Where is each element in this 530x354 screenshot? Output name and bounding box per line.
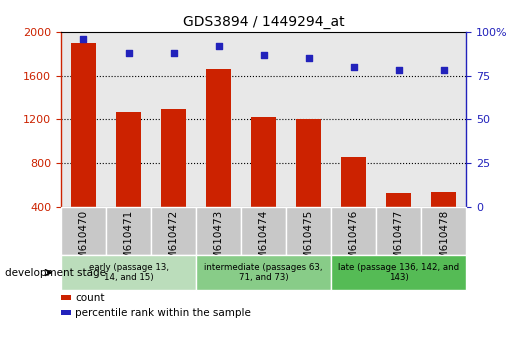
Text: count: count	[75, 293, 104, 303]
Point	[124, 50, 132, 56]
FancyBboxPatch shape	[106, 207, 151, 255]
Text: GSM610474: GSM610474	[259, 210, 269, 273]
Text: percentile rank within the sample: percentile rank within the sample	[75, 308, 251, 318]
FancyBboxPatch shape	[151, 207, 196, 255]
Point	[80, 36, 88, 42]
FancyBboxPatch shape	[61, 255, 196, 290]
Point	[440, 68, 448, 73]
Bar	[431, 192, 456, 207]
Text: GSM610476: GSM610476	[349, 210, 359, 273]
FancyBboxPatch shape	[376, 207, 421, 255]
Point	[259, 52, 268, 57]
Bar	[116, 112, 141, 207]
Bar	[386, 193, 411, 207]
Text: GSM610471: GSM610471	[123, 210, 134, 273]
Text: GSM610472: GSM610472	[169, 210, 179, 273]
Point	[304, 55, 313, 61]
FancyBboxPatch shape	[61, 207, 106, 255]
Bar	[161, 109, 186, 207]
Text: late (passage 136, 142, and
143): late (passage 136, 142, and 143)	[338, 263, 460, 282]
Bar	[61, 310, 71, 315]
FancyBboxPatch shape	[331, 255, 466, 290]
Text: GSM610470: GSM610470	[78, 210, 89, 273]
Text: GSM610475: GSM610475	[304, 210, 314, 273]
Title: GDS3894 / 1449294_at: GDS3894 / 1449294_at	[183, 16, 344, 29]
Bar	[296, 120, 321, 207]
Point	[169, 50, 178, 56]
Text: intermediate (passages 63,
71, and 73): intermediate (passages 63, 71, and 73)	[205, 263, 323, 282]
FancyBboxPatch shape	[196, 255, 331, 290]
Text: early (passage 13,
14, and 15): early (passage 13, 14, and 15)	[89, 263, 169, 282]
FancyBboxPatch shape	[241, 207, 286, 255]
FancyBboxPatch shape	[331, 207, 376, 255]
FancyBboxPatch shape	[421, 207, 466, 255]
Text: GSM610477: GSM610477	[394, 210, 404, 273]
Point	[350, 64, 358, 70]
Bar	[206, 69, 231, 207]
Bar	[71, 43, 96, 207]
Text: GSM610473: GSM610473	[214, 210, 224, 273]
Text: development stage: development stage	[5, 268, 107, 278]
Point	[214, 43, 223, 49]
Bar	[251, 117, 276, 207]
FancyBboxPatch shape	[286, 207, 331, 255]
Text: GSM610478: GSM610478	[439, 210, 449, 273]
Bar	[341, 157, 366, 207]
Bar	[61, 295, 71, 300]
Point	[394, 68, 403, 73]
FancyBboxPatch shape	[196, 207, 241, 255]
